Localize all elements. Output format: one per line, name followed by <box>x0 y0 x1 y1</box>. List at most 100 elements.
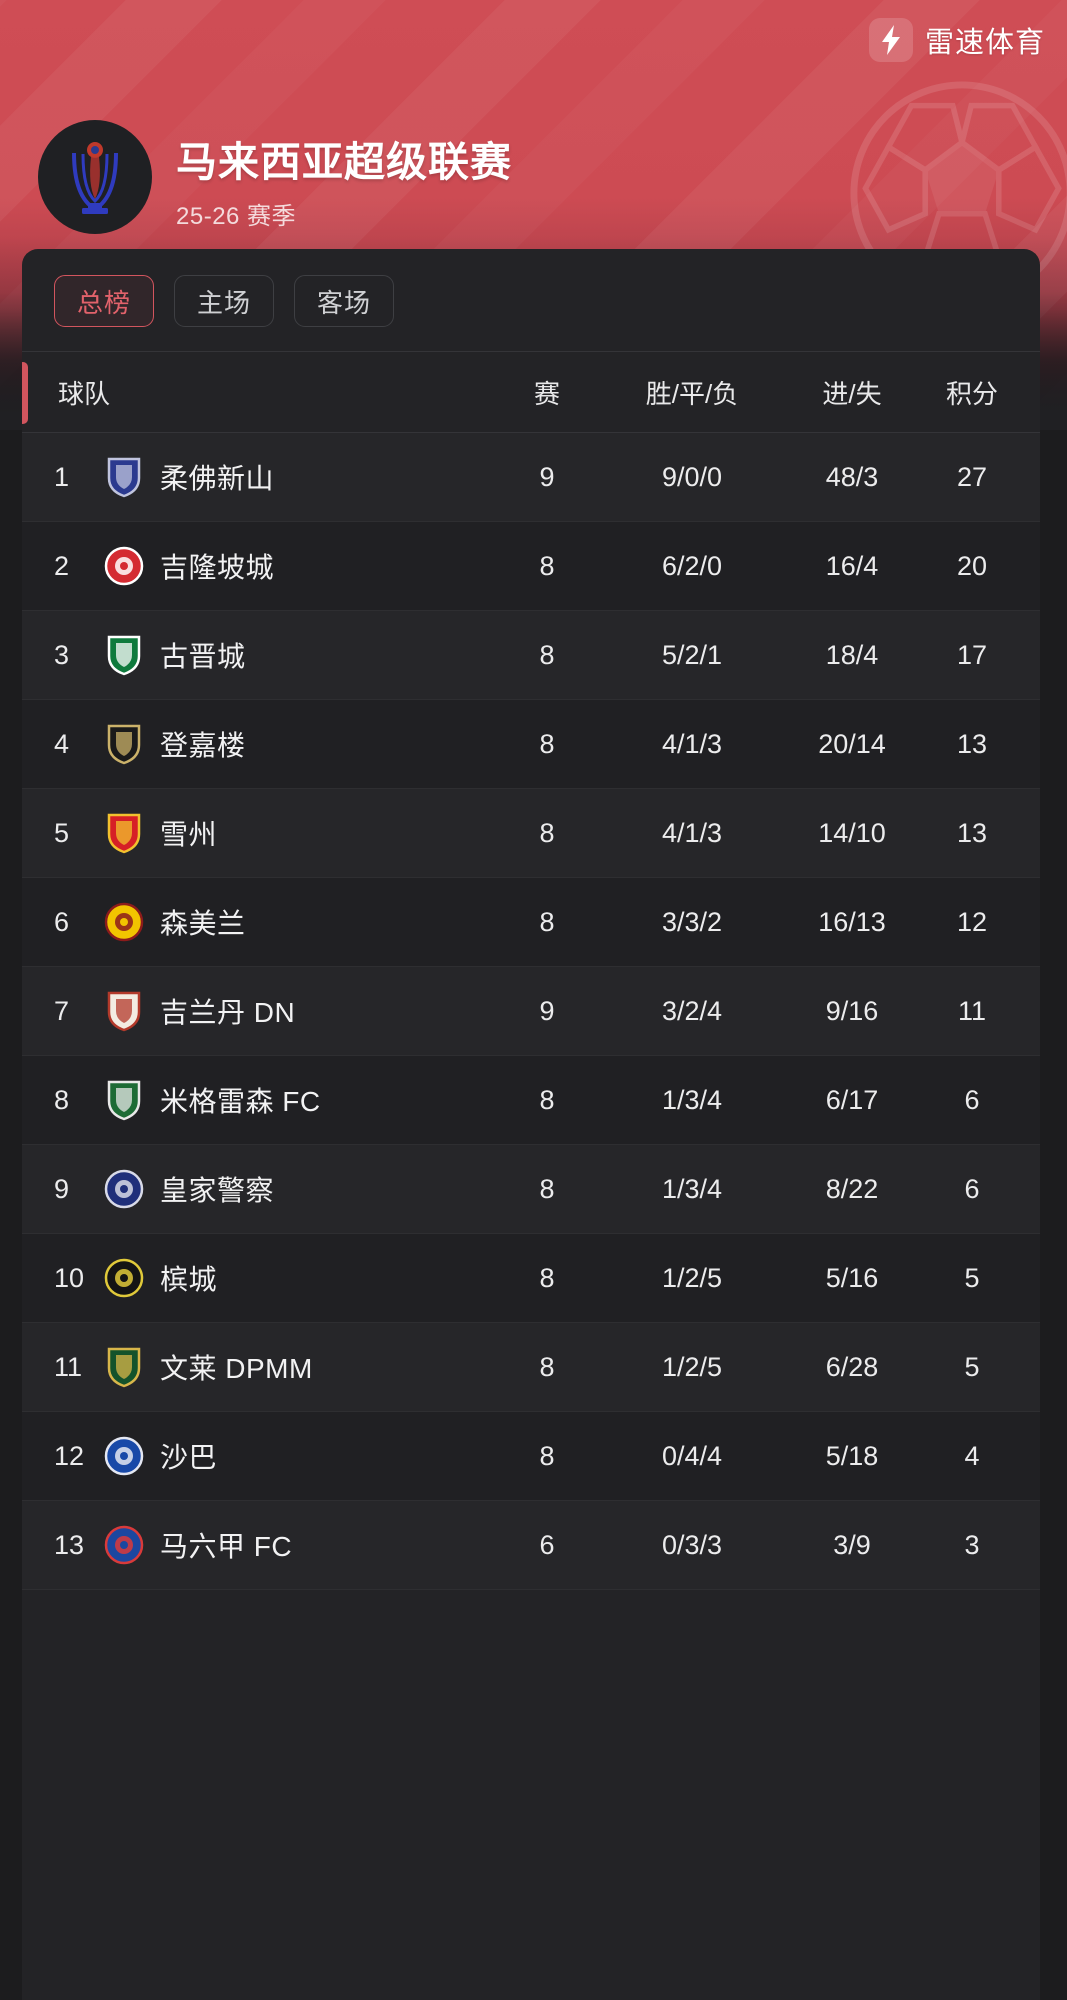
cell-played: 8 <box>539 728 555 759</box>
cell-goals: 48/3 <box>825 461 879 492</box>
cell-wdl: 1/2/5 <box>661 1351 723 1382</box>
standings-table-body: 1 柔佛新山 9 9/0/0 48/3 27 2 吉隆坡城 8 6/2/0 16/4 20 3 古晋城 8 5… <box>22 433 1040 1590</box>
row-rank: 6 <box>54 906 70 937</box>
cell-wdl: 9/0/0 <box>661 461 723 492</box>
cell-played: 8 <box>539 1262 555 1293</box>
table-row[interactable]: 11 文莱 DPMM 8 1/2/5 6/28 5 <box>22 1323 1040 1412</box>
cell-goals: 18/4 <box>825 639 879 670</box>
table-row[interactable]: 5 雪州 8 4/1/3 14/10 13 <box>22 789 1040 878</box>
table-row[interactable]: 3 古晋城 8 5/2/1 18/4 17 <box>22 611 1040 700</box>
table-row[interactable]: 12 沙巴 8 0/4/4 5/18 4 <box>22 1412 1040 1501</box>
row-rank: 13 <box>54 1529 85 1560</box>
team-name: 文莱 DPMM <box>160 1353 313 1384</box>
cell-goals: 6/28 <box>825 1351 879 1382</box>
team-crest-icon <box>98 1524 150 1566</box>
team-name: 沙巴 <box>160 1442 218 1473</box>
cell-goals: 16/4 <box>825 550 879 581</box>
tab-home[interactable]: 主场 <box>174 275 275 327</box>
cell-wdl: 0/4/4 <box>661 1440 723 1471</box>
cell-points: 20 <box>956 550 988 581</box>
table-row[interactable]: 7 吉兰丹 DN 9 3/2/4 9/16 11 <box>22 967 1040 1056</box>
league-season: 25-26 赛季 <box>176 202 297 230</box>
team-crest-icon <box>98 634 150 676</box>
standings-card: 总榜 主场 客场 球队 赛 胜/平/负 进/失 积分 1 柔佛新山 9 9/0/0 48… <box>22 249 1040 2000</box>
cell-points: 27 <box>956 461 988 492</box>
cell-played: 9 <box>539 461 555 492</box>
column-header-team: 球队 <box>58 378 111 409</box>
cell-points: 12 <box>956 906 988 937</box>
team-name: 雪州 <box>160 819 218 850</box>
cell-wdl: 1/2/5 <box>661 1262 723 1293</box>
team-crest-icon <box>98 812 150 854</box>
cell-played: 8 <box>539 1173 555 1204</box>
row-rank: 7 <box>54 995 70 1026</box>
cell-points: 17 <box>956 639 988 670</box>
cell-wdl: 6/2/0 <box>661 550 723 581</box>
team-crest-icon <box>98 456 150 498</box>
team-name: 吉隆坡城 <box>160 552 275 583</box>
cell-goals: 6/17 <box>825 1084 879 1115</box>
cell-wdl: 3/3/2 <box>661 906 723 937</box>
cell-goals: 3/9 <box>833 1529 871 1560</box>
team-name: 米格雷森 FC <box>160 1086 321 1117</box>
column-header-points: 积分 <box>945 378 998 409</box>
team-crest-icon <box>98 723 150 765</box>
cell-goals: 16/13 <box>818 906 886 937</box>
team-name: 皇家警察 <box>160 1175 275 1206</box>
row-rank: 3 <box>54 639 70 670</box>
table-row[interactable]: 2 吉隆坡城 8 6/2/0 16/4 20 <box>22 522 1040 611</box>
cell-points: 5 <box>964 1262 980 1293</box>
cell-points: 13 <box>956 817 988 848</box>
league-identity: 马来西亚超级联赛 25-26 赛季 <box>38 120 512 234</box>
table-row[interactable]: 9 皇家警察 8 1/3/4 8/22 6 <box>22 1145 1040 1234</box>
team-crest-icon <box>98 901 150 943</box>
column-header-wdl: 胜/平/负 <box>645 378 739 409</box>
cell-played: 8 <box>539 550 555 581</box>
cell-goals: 20/14 <box>818 728 886 759</box>
cell-wdl: 1/3/4 <box>661 1173 723 1204</box>
table-row[interactable]: 8 米格雷森 FC 8 1/3/4 6/17 6 <box>22 1056 1040 1145</box>
tab-away[interactable]: 客场 <box>294 275 395 327</box>
column-header-goals: 进/失 <box>822 378 882 409</box>
cell-wdl: 5/2/1 <box>661 639 723 670</box>
table-row[interactable]: 10 槟城 8 1/2/5 5/16 5 <box>22 1234 1040 1323</box>
cell-points: 5 <box>964 1351 980 1382</box>
cell-played: 8 <box>539 906 555 937</box>
team-name: 马六甲 FC <box>160 1531 293 1562</box>
team-crest-icon <box>98 1346 150 1388</box>
cell-goals: 9/16 <box>825 995 879 1026</box>
row-rank: 5 <box>54 817 70 848</box>
league-title: 马来西亚超级联赛 <box>176 138 512 185</box>
team-name: 登嘉楼 <box>160 730 246 761</box>
cell-wdl: 4/1/3 <box>661 728 723 759</box>
cell-goals: 8/22 <box>825 1173 879 1204</box>
cell-goals: 5/18 <box>825 1440 879 1471</box>
team-crest-icon <box>98 1168 150 1210</box>
lightning-bolt-icon <box>868 18 913 62</box>
column-header-played: 赛 <box>533 378 560 409</box>
table-row[interactable]: 13 马六甲 FC 6 0/3/3 3/9 3 <box>22 1501 1040 1590</box>
row-rank: 4 <box>54 728 70 759</box>
table-header-row: 球队 赛 胜/平/负 进/失 积分 <box>22 351 1040 433</box>
brand: 雷速体育 <box>868 18 1045 62</box>
standings-tab-bar: 总榜 主场 客场 <box>22 249 1040 351</box>
team-name: 槟城 <box>160 1264 218 1295</box>
table-row[interactable]: 4 登嘉楼 8 4/1/3 20/14 13 <box>22 700 1040 789</box>
cell-played: 6 <box>539 1529 555 1560</box>
cell-points: 6 <box>964 1173 980 1204</box>
cell-points: 11 <box>957 995 987 1026</box>
row-rank: 2 <box>54 550 70 581</box>
table-row[interactable]: 6 森美兰 8 3/3/2 16/13 12 <box>22 878 1040 967</box>
row-rank: 8 <box>54 1084 70 1115</box>
cell-played: 8 <box>539 1084 555 1115</box>
team-name: 吉兰丹 DN <box>160 997 296 1028</box>
team-name: 柔佛新山 <box>160 463 275 494</box>
row-rank: 9 <box>54 1173 70 1204</box>
cell-played: 9 <box>539 995 555 1026</box>
tab-overall[interactable]: 总榜 <box>54 275 155 327</box>
row-rank: 11 <box>54 1351 83 1382</box>
table-row[interactable]: 1 柔佛新山 9 9/0/0 48/3 27 <box>22 433 1040 522</box>
cell-played: 8 <box>539 817 555 848</box>
cell-played: 8 <box>539 639 555 670</box>
cell-points: 4 <box>964 1440 980 1471</box>
